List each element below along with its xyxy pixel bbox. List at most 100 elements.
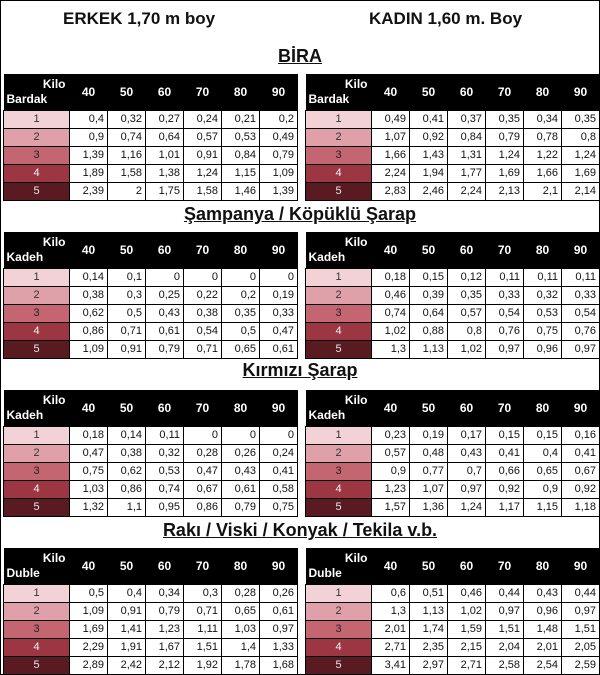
- value-cell: 1,07: [371, 128, 410, 147]
- value-cell: 0,65: [523, 462, 562, 481]
- value-cell: 1,46: [221, 182, 260, 201]
- table-row: 1 0,18 0,15 0,12 0,11 0,11 0,11: [305, 268, 600, 287]
- value-cell: 1,59: [447, 620, 486, 639]
- value-cell: 0,47: [183, 462, 222, 481]
- table-row: 3 0,75 0,62 0,53 0,47 0,43 0,41: [3, 462, 298, 481]
- level-cell: 3: [305, 304, 372, 323]
- value-cell: 0,2: [259, 110, 298, 129]
- weight-header: 60: [145, 548, 184, 585]
- table-header-row: Kilo Kadeh 40 50 60 70 80 90: [3, 232, 298, 269]
- table-row: 2 0,57 0,48 0,43 0,41 0,4 0,41: [305, 444, 600, 463]
- value-cell: 1,09: [69, 340, 108, 359]
- value-cell: 2,58: [485, 656, 524, 675]
- value-cell: 0,78: [523, 128, 562, 147]
- value-cell: 0,75: [259, 498, 298, 517]
- value-cell: 0,37: [447, 110, 486, 129]
- value-cell: 0,43: [221, 462, 260, 481]
- value-cell: 2,54: [523, 656, 562, 675]
- value-cell: 1,92: [183, 656, 222, 675]
- value-cell: 0,44: [485, 584, 524, 603]
- value-cell: 0,3: [183, 584, 222, 603]
- value-cell: 1,24: [561, 146, 600, 165]
- value-cell: 0,61: [145, 322, 184, 341]
- value-cell: 1,09: [69, 602, 108, 621]
- value-cell: 2,24: [447, 182, 486, 201]
- value-cell: 1,39: [259, 182, 298, 201]
- level-cell: 4: [3, 322, 70, 341]
- value-cell: 1,24: [447, 498, 486, 517]
- table-row: 3 1,39 1,16 1,01 0,91 0,84 0,79: [3, 146, 298, 165]
- weight-header: 40: [69, 232, 108, 269]
- value-cell: 0,4: [523, 444, 562, 463]
- table-row: 3 0,62 0,5 0,43 0,38 0,35 0,33: [3, 304, 298, 323]
- value-cell: 0,47: [259, 322, 298, 341]
- level-cell: 4: [305, 164, 372, 183]
- value-cell: 2,1: [523, 182, 562, 201]
- weight-header: 70: [183, 390, 222, 427]
- level-cell: 3: [3, 146, 70, 165]
- kilo-label: Kilo: [344, 77, 368, 91]
- value-cell: 2,29: [69, 638, 108, 657]
- value-cell: 0,49: [259, 128, 298, 147]
- value-cell: 0,26: [221, 444, 260, 463]
- value-cell: 0,53: [221, 128, 260, 147]
- value-cell: 0,16: [561, 426, 600, 445]
- value-cell: 0,25: [145, 286, 184, 305]
- value-cell: 1,39: [69, 146, 108, 165]
- unit-label: Bardak: [308, 92, 350, 106]
- value-cell: 1,13: [409, 602, 448, 621]
- weight-header: 50: [409, 390, 448, 427]
- weight-header: 90: [561, 74, 600, 111]
- weight-header: 70: [485, 548, 524, 585]
- value-cell: 0,33: [259, 304, 298, 323]
- value-cell: 0,54: [485, 304, 524, 323]
- value-cell: 0,48: [409, 444, 448, 463]
- level-cell: 2: [3, 602, 70, 621]
- value-cell: 1,1: [107, 498, 146, 517]
- value-cell: 0,74: [107, 128, 146, 147]
- value-cell: 0,5: [107, 304, 146, 323]
- value-cell: 1,69: [485, 164, 524, 183]
- weight-header: 80: [523, 390, 562, 427]
- value-cell: 0,7: [447, 462, 486, 481]
- value-cell: 1,07: [409, 480, 448, 499]
- weight-header: 40: [371, 548, 410, 585]
- value-cell: 0,61: [259, 602, 298, 621]
- weight-header: 50: [107, 232, 146, 269]
- value-cell: 0,54: [561, 304, 600, 323]
- value-cell: 0,62: [69, 304, 108, 323]
- table-row: 1 0,18 0,14 0,11 0 0 0: [3, 426, 298, 445]
- value-cell: 1,24: [485, 146, 524, 165]
- table-header-row: Kilo Bardak 40 50 60 70 80 90: [305, 74, 600, 111]
- value-cell: 1,48: [523, 620, 562, 639]
- value-cell: 2,89: [69, 656, 108, 675]
- value-cell: 0,28: [183, 444, 222, 463]
- value-cell: 0,44: [561, 584, 600, 603]
- value-cell: 0,97: [561, 602, 600, 621]
- value-cell: 1,57: [371, 498, 410, 517]
- weight-header: 50: [107, 74, 146, 111]
- weight-header: 90: [561, 390, 600, 427]
- weight-header: 80: [523, 74, 562, 111]
- value-cell: 0,19: [259, 286, 298, 305]
- value-cell: 0,41: [259, 462, 298, 481]
- female-table: Kilo Duble 40 50 60 70 80 90 1 0,6 0,51 0,46 0,44 0,4…: [305, 548, 600, 675]
- table-row: 5 1,57 1,36 1,24 1,17 1,15 1,18: [305, 498, 600, 517]
- value-cell: 0,43: [447, 444, 486, 463]
- weight-header: 70: [183, 548, 222, 585]
- table-row: 4 2,29 1,91 1,67 1,51 1,4 1,33: [3, 638, 298, 657]
- weight-header: 50: [107, 548, 146, 585]
- level-cell: 1: [3, 110, 70, 129]
- value-cell: 1,3: [371, 340, 410, 359]
- value-cell: 0,41: [485, 444, 524, 463]
- value-cell: 1,17: [485, 498, 524, 517]
- value-cell: 0,12: [447, 268, 486, 287]
- weight-header: 40: [371, 232, 410, 269]
- value-cell: 1,09: [259, 164, 298, 183]
- value-cell: 2,05: [561, 638, 600, 657]
- value-cell: 1,77: [447, 164, 486, 183]
- weight-header: 80: [523, 232, 562, 269]
- value-cell: 3,41: [371, 656, 410, 675]
- value-cell: 0,61: [259, 340, 298, 359]
